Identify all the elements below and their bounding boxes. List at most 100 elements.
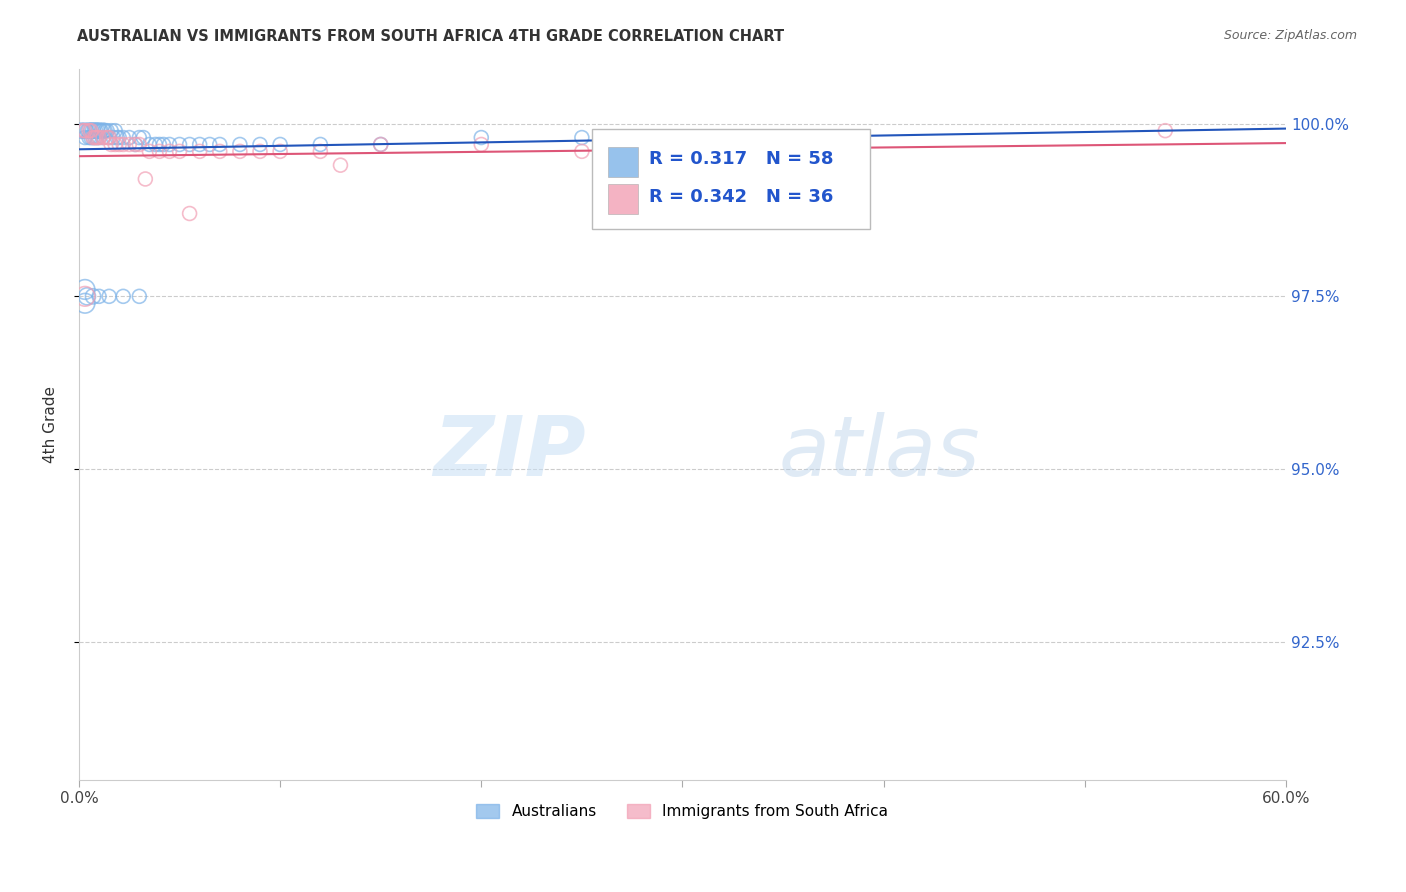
Point xyxy=(73,130,96,145)
Text: AUSTRALIAN VS IMMIGRANTS FROM SOUTH AFRICA 4TH GRADE CORRELATION CHART: AUSTRALIAN VS IMMIGRANTS FROM SOUTH AFRI… xyxy=(77,29,785,44)
Point xyxy=(148,145,170,159)
Point xyxy=(77,123,100,137)
Point xyxy=(101,130,124,145)
Point xyxy=(169,137,191,152)
Point xyxy=(309,137,332,152)
Point xyxy=(118,130,141,145)
Point xyxy=(179,137,201,152)
Point xyxy=(73,282,96,296)
Point xyxy=(108,130,131,145)
Point xyxy=(229,137,252,152)
Point xyxy=(179,206,201,220)
Point xyxy=(571,130,593,145)
Point xyxy=(77,123,100,137)
Point xyxy=(269,145,291,159)
Point xyxy=(77,130,100,145)
Point xyxy=(73,123,96,137)
Point xyxy=(370,137,392,152)
Point xyxy=(138,137,160,152)
Point xyxy=(1154,123,1177,137)
Point xyxy=(198,137,221,152)
Point xyxy=(72,123,94,137)
Point xyxy=(188,137,211,152)
Point xyxy=(82,130,104,145)
Point xyxy=(128,137,150,152)
Point xyxy=(73,123,96,137)
Text: ZIP: ZIP xyxy=(433,412,586,493)
Legend: Australians, Immigrants from South Africa: Australians, Immigrants from South Afric… xyxy=(470,798,894,825)
Point xyxy=(72,123,94,137)
Bar xyxy=(607,185,638,214)
Point xyxy=(148,137,170,152)
Point xyxy=(104,123,127,137)
Point xyxy=(84,123,107,137)
Point xyxy=(132,130,155,145)
Point xyxy=(571,145,593,159)
Point xyxy=(91,123,114,137)
Point xyxy=(208,145,231,159)
Point xyxy=(98,130,121,145)
Point xyxy=(84,130,107,145)
Point xyxy=(80,130,103,145)
Point xyxy=(98,289,121,303)
Point xyxy=(91,130,114,145)
Point xyxy=(82,289,104,303)
Point xyxy=(118,137,141,152)
Text: R = 0.317   N = 58: R = 0.317 N = 58 xyxy=(648,150,834,168)
Point xyxy=(249,137,271,152)
Point xyxy=(169,145,191,159)
Point xyxy=(73,289,96,303)
Point xyxy=(96,130,118,145)
Y-axis label: 4th Grade: 4th Grade xyxy=(44,385,58,463)
Point xyxy=(105,130,128,145)
Point xyxy=(112,130,135,145)
Point xyxy=(159,145,181,159)
Point xyxy=(104,137,127,152)
Point xyxy=(87,123,110,137)
Point xyxy=(87,289,110,303)
Point xyxy=(134,172,156,186)
Point xyxy=(100,123,122,137)
Point xyxy=(112,137,135,152)
Point xyxy=(152,137,174,152)
Point xyxy=(188,145,211,159)
Point xyxy=(87,130,110,145)
Point xyxy=(309,145,332,159)
Point xyxy=(98,130,121,145)
Point xyxy=(86,130,108,145)
Point xyxy=(84,130,107,145)
Point xyxy=(96,123,118,137)
Text: atlas: atlas xyxy=(779,412,980,493)
Point xyxy=(128,130,150,145)
Point xyxy=(70,123,93,137)
Point xyxy=(108,137,131,152)
Point xyxy=(86,130,108,145)
Point xyxy=(112,289,135,303)
Text: R = 0.342   N = 36: R = 0.342 N = 36 xyxy=(648,188,832,206)
Point xyxy=(91,130,114,145)
Point xyxy=(87,130,110,145)
Point xyxy=(208,137,231,152)
Point xyxy=(82,123,104,137)
Bar xyxy=(607,147,638,177)
Point xyxy=(145,137,167,152)
Point xyxy=(159,137,181,152)
Point xyxy=(82,130,104,145)
Point xyxy=(73,296,96,310)
Point xyxy=(76,123,98,137)
Point xyxy=(128,289,150,303)
Point xyxy=(94,123,117,137)
Point xyxy=(138,145,160,159)
Text: Source: ZipAtlas.com: Source: ZipAtlas.com xyxy=(1223,29,1357,42)
Point xyxy=(80,123,103,137)
FancyBboxPatch shape xyxy=(592,129,869,228)
Point xyxy=(124,137,146,152)
Point xyxy=(100,137,122,152)
Point xyxy=(470,130,492,145)
Point xyxy=(90,123,112,137)
Point xyxy=(76,289,98,303)
Point xyxy=(370,137,392,152)
Point xyxy=(249,145,271,159)
Point xyxy=(229,145,252,159)
Point xyxy=(86,123,108,137)
